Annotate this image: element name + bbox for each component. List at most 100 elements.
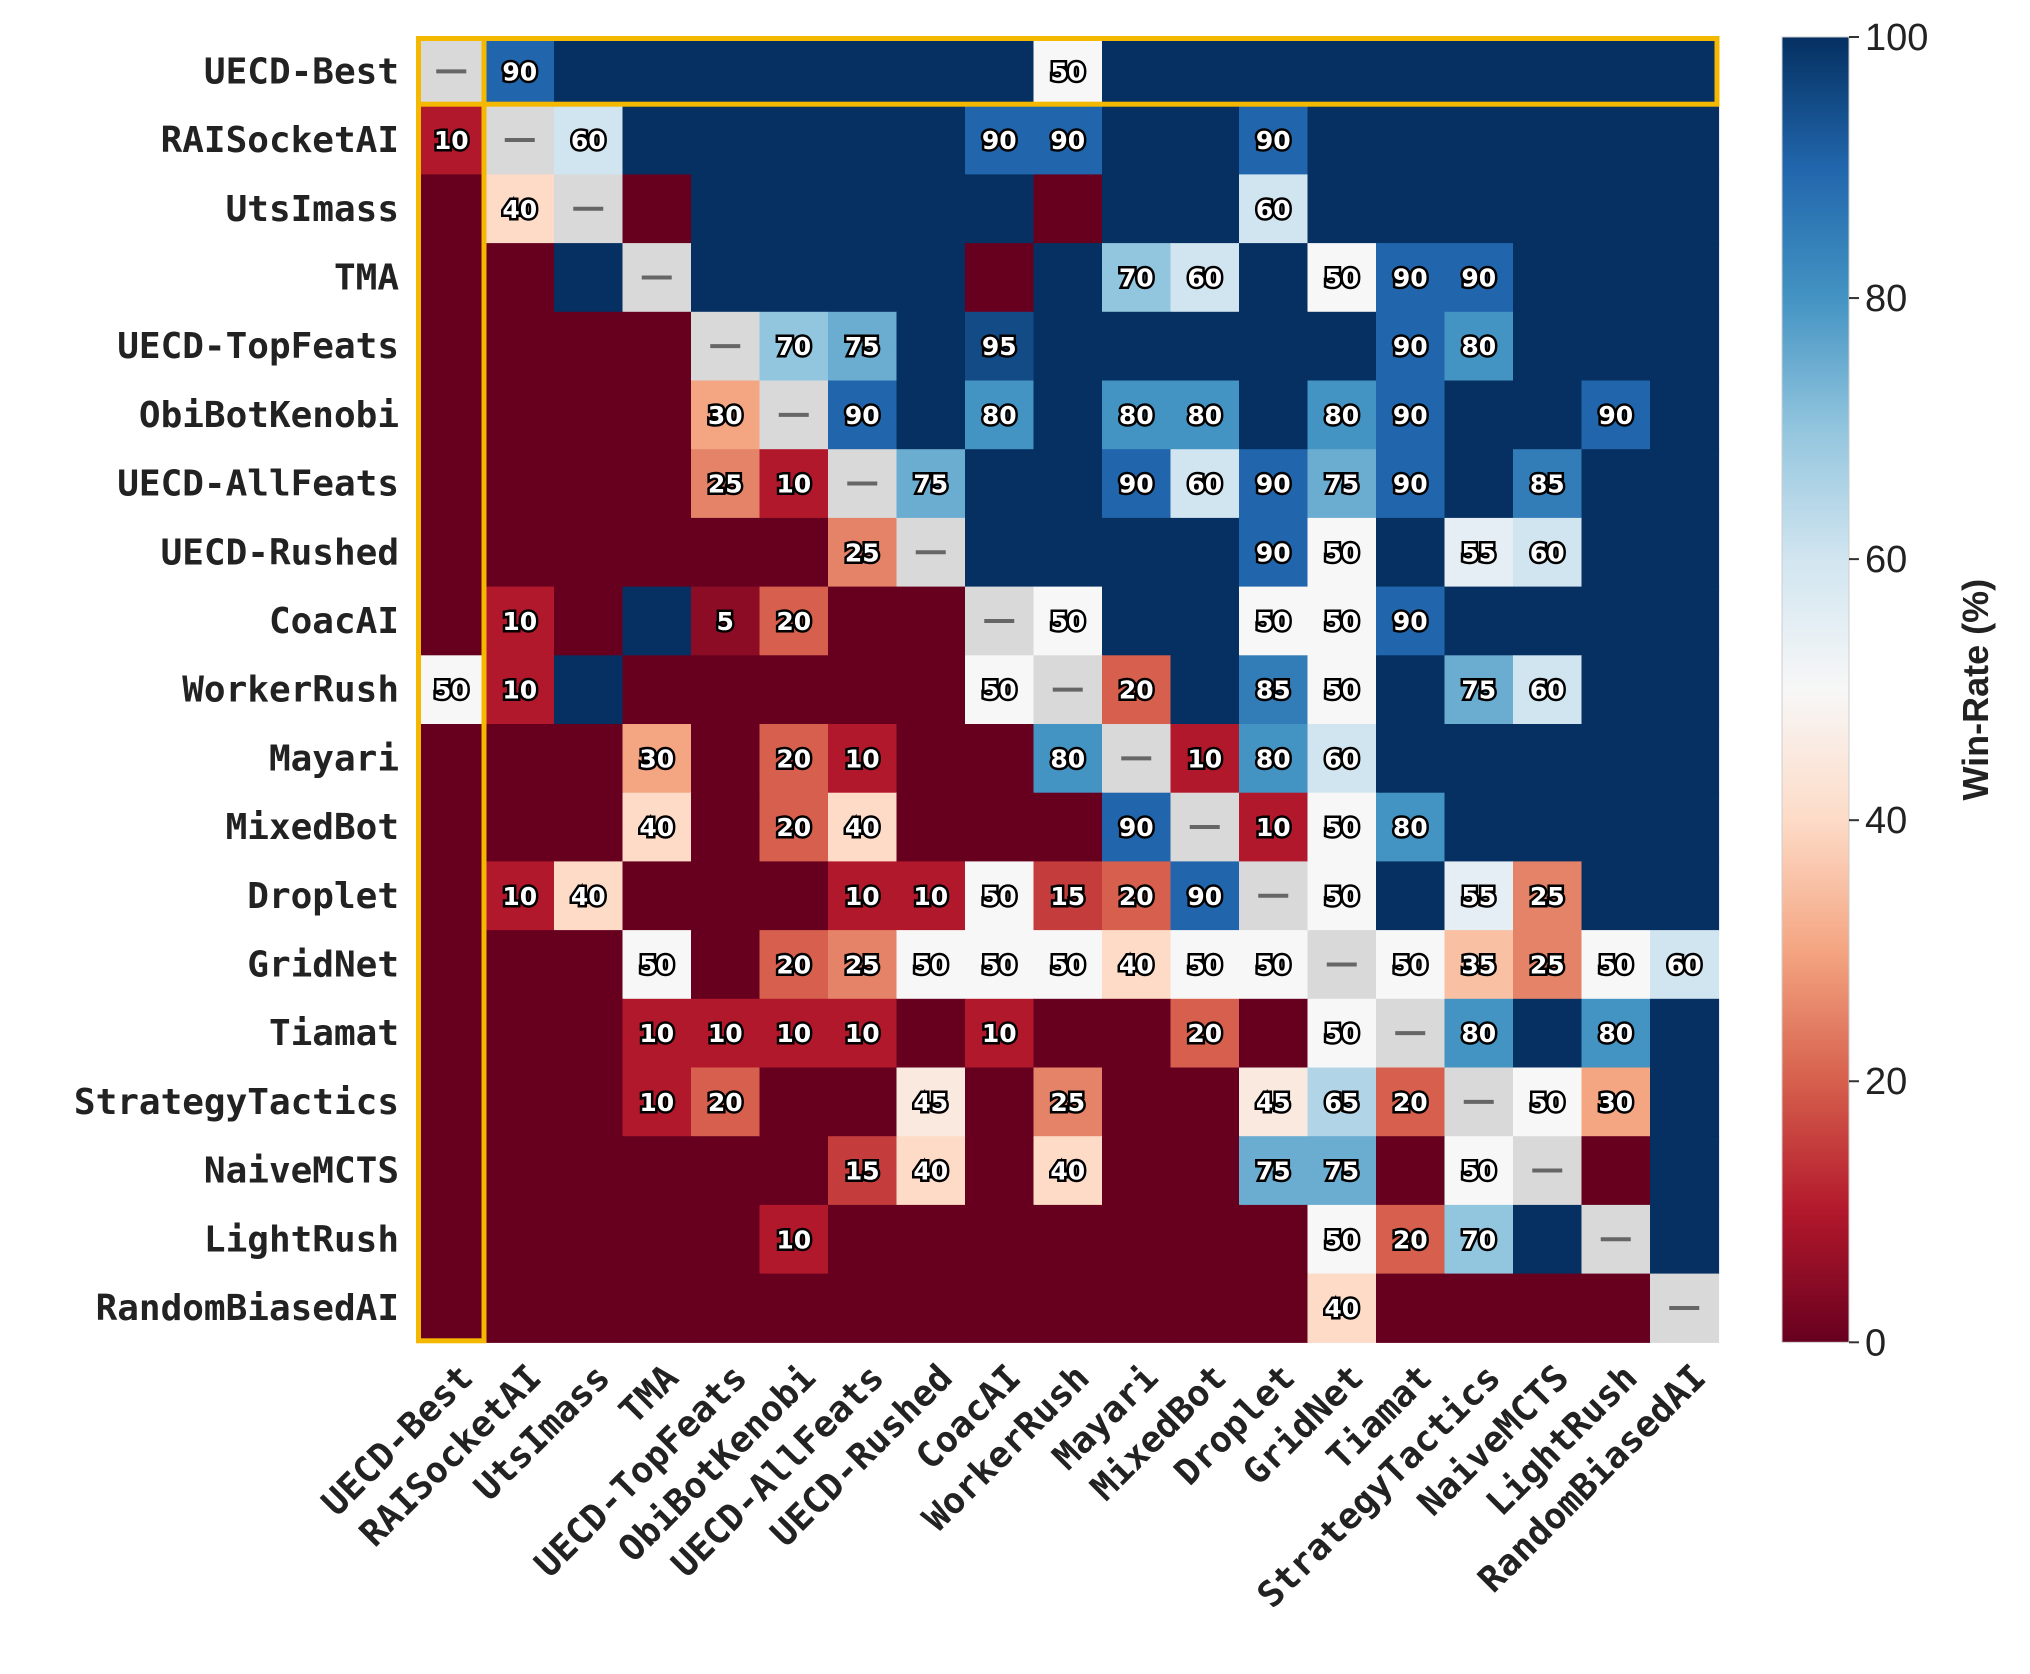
heatmap-cell [1170, 380, 1240, 450]
heatmap-cell [417, 1204, 487, 1275]
heatmap-cell [1444, 1273, 1514, 1343]
cell-value-label: 90 [1598, 401, 1633, 430]
heatmap-cell [1307, 586, 1377, 656]
heatmap-cell [1650, 380, 1720, 450]
heatmap-cell [1581, 724, 1651, 794]
cell-value-label: 45 [913, 1088, 948, 1117]
heatmap-cell [1444, 930, 1514, 1000]
heatmap-cell [1033, 1204, 1103, 1275]
heatmap-cell [1376, 243, 1446, 313]
heatmap-cell [1444, 37, 1514, 107]
heatmap-cell [485, 1136, 555, 1206]
heatmap-cell [1170, 655, 1240, 725]
heatmap-cell [485, 517, 555, 588]
cell-value-label: 90 [1393, 607, 1428, 636]
heatmap-cell [1102, 930, 1172, 1000]
cell-value-label: 90 [1393, 263, 1428, 292]
heatmap-cell [965, 1273, 1035, 1343]
heatmap-cell [485, 792, 555, 862]
heatmap-cell [622, 449, 692, 519]
cell-value-label: 90 [845, 401, 880, 430]
cell-value-label: 95 [982, 332, 1017, 361]
heatmap-cell [1581, 1273, 1651, 1343]
heatmap-cell [759, 1136, 829, 1206]
cell-value-label: 85 [1256, 676, 1291, 705]
colorbar-tick-label: 0 [1865, 1322, 1886, 1364]
heatmap-cell [1170, 586, 1240, 656]
heatmap-cell [622, 37, 692, 107]
heatmap-cell [896, 1136, 966, 1206]
cell-value-label: 80 [1324, 401, 1359, 430]
heatmap-cell [896, 655, 966, 725]
heatmap-cell [485, 449, 555, 519]
row-label: Droplet [247, 876, 399, 917]
cell-value-label: 50 [1324, 1225, 1359, 1254]
row-label: UECD-AllFeats [117, 464, 399, 505]
cell-value-label: 90 [1119, 813, 1154, 842]
heatmap-cell [1033, 998, 1103, 1069]
cell-value-label: 25 [1530, 950, 1565, 979]
cell-value-label: 50 [982, 882, 1017, 911]
heatmap-cell [554, 724, 624, 794]
heatmap-cell [622, 655, 692, 725]
cell-value-label: 90 [1256, 538, 1291, 567]
heatmap-cell [1102, 1273, 1172, 1343]
heatmap-cell [1170, 1204, 1240, 1275]
heatmap-cell [485, 311, 555, 382]
heatmap-cell [554, 655, 624, 725]
heatmap-cell [1581, 861, 1651, 931]
heatmap-cell [622, 311, 692, 382]
heatmap-cell [828, 930, 898, 1000]
heatmap-cell [691, 724, 761, 794]
cell-value-label: 25 [845, 950, 880, 979]
heatmap-cell [1239, 311, 1309, 382]
heatmap-cell [896, 449, 966, 519]
heatmap-cell [1239, 37, 1309, 107]
heatmap-cell [1650, 998, 1720, 1069]
heatmap-cell [1033, 930, 1103, 1000]
heatmap-cell [1033, 1136, 1103, 1206]
heatmap-cell [828, 586, 898, 656]
heatmap-cell [1376, 1273, 1446, 1343]
heatmap-cell [417, 243, 487, 313]
cell-value-label: 85 [1530, 470, 1565, 499]
heatmap-cell [622, 586, 692, 656]
heatmap-cell [896, 37, 966, 107]
heatmap-cell [896, 792, 966, 862]
cell-value-label: 20 [776, 607, 811, 636]
heatmap-cell [1102, 1136, 1172, 1206]
heatmap-cell [828, 311, 898, 382]
heatmap-cell [1650, 792, 1720, 862]
heatmap-cell [554, 792, 624, 862]
heatmap-cell [622, 998, 692, 1069]
heatmap-cell [485, 1204, 555, 1275]
heatmap-cell [554, 380, 624, 450]
heatmap-cell [896, 105, 966, 175]
row-label: Mayari [269, 738, 399, 779]
cell-value-label: 10 [502, 676, 537, 705]
heatmap-cell [1033, 724, 1103, 794]
heatmap-cell [1376, 105, 1446, 175]
heatmap-cell [622, 1067, 692, 1137]
heatmap-cell [622, 380, 692, 450]
heatmap-cell [485, 724, 555, 794]
heatmap-cell [417, 1136, 487, 1206]
heatmap-cell [828, 998, 898, 1069]
heatmap-cell [691, 1204, 761, 1275]
heatmap-cell [691, 449, 761, 519]
heatmap-cell [759, 37, 829, 107]
heatmap-cell [965, 998, 1035, 1069]
heatmap-cell [1444, 861, 1514, 931]
heatmap-cell [1239, 998, 1309, 1069]
heatmap-cell [1376, 517, 1446, 588]
cell-value-label: 55 [1461, 882, 1496, 911]
heatmap-cell [691, 174, 761, 244]
heatmap-cell [1513, 586, 1583, 656]
heatmap-cell [417, 174, 487, 244]
heatmap-cell [965, 449, 1035, 519]
cell-value-label: 80 [1461, 1019, 1496, 1048]
heatmap-cell [1033, 105, 1103, 175]
heatmap-cell [1033, 380, 1103, 450]
heatmap-cell [1513, 998, 1583, 1069]
heatmap-cell [896, 998, 966, 1069]
